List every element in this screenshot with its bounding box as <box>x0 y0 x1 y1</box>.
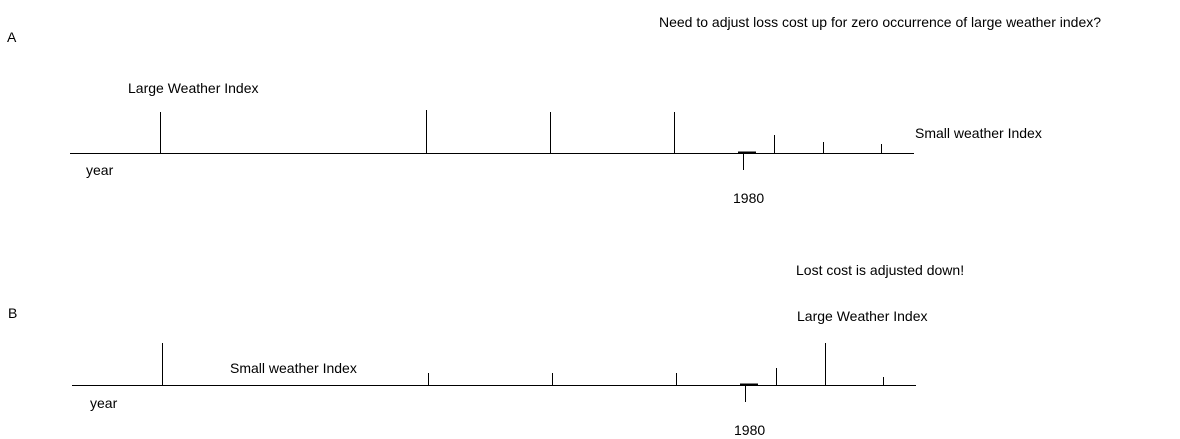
panel-b-label: B <box>8 305 18 321</box>
panel-a-timeline <box>70 110 914 170</box>
panel-b-small-index-label: Small weather Index <box>230 360 357 376</box>
panel-b-year-label: 1980 <box>734 422 766 438</box>
panel-b-timeline <box>72 343 916 402</box>
panel-a-label: A <box>7 29 17 45</box>
panel-a-question: Need to adjust loss cost up for zero occ… <box>659 14 1102 30</box>
panel-a-large-index-label: Large Weather Index <box>128 80 259 96</box>
panel-a-small-index-label: Small weather Index <box>915 125 1042 141</box>
panel-b-axis-label: year <box>90 395 118 411</box>
panel-b-large-index-label: Large Weather Index <box>797 308 928 324</box>
panel-a-axis-label: year <box>86 162 114 178</box>
panel-b-note: Lost cost is adjusted down! <box>796 262 965 278</box>
panel-a-year-label: 1980 <box>733 190 765 206</box>
